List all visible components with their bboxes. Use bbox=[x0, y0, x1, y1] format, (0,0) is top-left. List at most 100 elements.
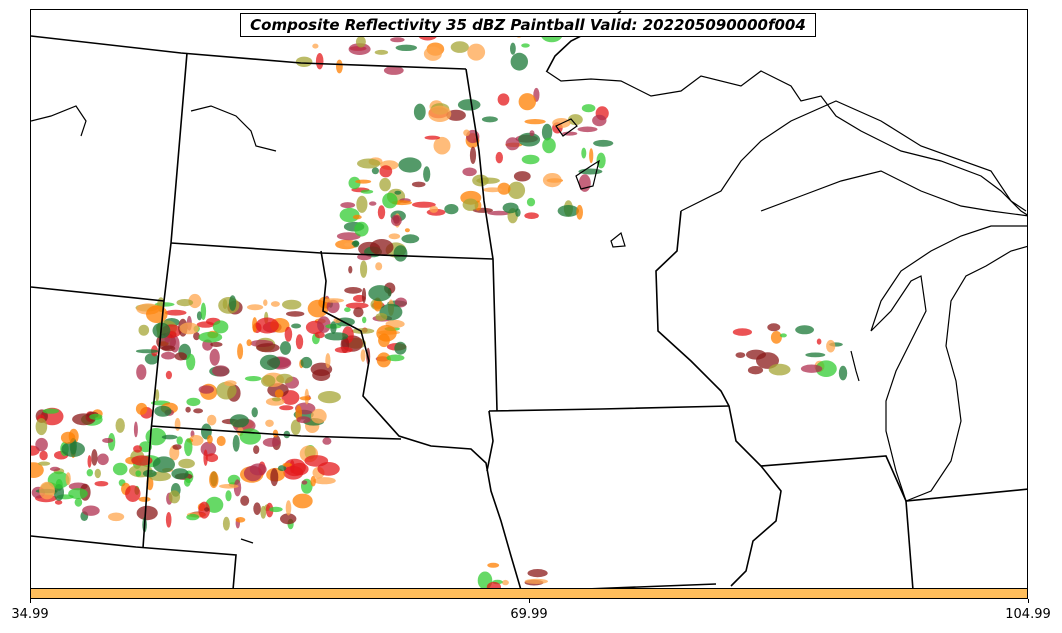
reflectivity-blob bbox=[344, 287, 362, 294]
reflectivity-blob bbox=[235, 517, 246, 523]
reflectivity-blob bbox=[322, 437, 332, 445]
state-boundary bbox=[591, 583, 717, 588]
reflectivity-blob bbox=[102, 438, 114, 443]
reflectivity-blob bbox=[457, 99, 481, 111]
reflectivity-blob bbox=[295, 334, 304, 350]
reflectivity-blob bbox=[428, 105, 452, 123]
reflectivity-blob bbox=[253, 445, 260, 454]
reflectivity-blob bbox=[296, 416, 311, 424]
reflectivity-blob bbox=[212, 365, 230, 377]
reflectivity-blob bbox=[49, 466, 61, 472]
reflectivity-blob bbox=[91, 449, 98, 466]
reflectivity-blob bbox=[521, 43, 530, 48]
reflectivity-blob bbox=[133, 421, 138, 438]
reflectivity-blob bbox=[348, 176, 361, 190]
reflectivity-blob bbox=[800, 364, 823, 373]
map-panel bbox=[30, 9, 1028, 589]
reflectivity-blob bbox=[357, 158, 381, 169]
reflectivity-blob bbox=[524, 119, 546, 125]
reflectivity-blob bbox=[246, 339, 252, 347]
reflectivity-blob bbox=[290, 419, 301, 435]
reflectivity-blob bbox=[251, 407, 258, 418]
reflectivity-blob bbox=[469, 146, 477, 164]
reflectivity-blob bbox=[68, 488, 88, 500]
reflectivity-blob bbox=[179, 322, 199, 335]
state-boundary bbox=[488, 405, 730, 412]
reflectivity-blob bbox=[340, 202, 356, 209]
reflectivity-blob bbox=[486, 581, 501, 588]
reflectivity-blob bbox=[450, 41, 469, 53]
reflectivity-blob bbox=[112, 462, 128, 476]
state-boundary bbox=[31, 35, 467, 70]
reflectivity-blob bbox=[334, 346, 353, 353]
state-boundary bbox=[486, 410, 494, 472]
reflectivity-blob bbox=[542, 173, 562, 188]
reflectivity-blob bbox=[482, 187, 503, 193]
reflectivity-blob bbox=[527, 569, 548, 578]
reflectivity-blob bbox=[270, 468, 279, 487]
state-boundary bbox=[170, 242, 494, 260]
reflectivity-blob bbox=[779, 333, 787, 338]
reflectivity-blob bbox=[133, 445, 143, 453]
reflectivity-blob bbox=[263, 299, 268, 307]
great-lakes-shoreline bbox=[760, 170, 1027, 217]
reflectivity-blob bbox=[375, 262, 383, 271]
reflectivity-blob bbox=[352, 214, 362, 220]
reflectivity-blob bbox=[198, 385, 214, 394]
reflectivity-blob bbox=[362, 316, 367, 324]
reflectivity-blob bbox=[317, 316, 331, 333]
reflectivity-blob bbox=[487, 562, 500, 568]
reflectivity-blob bbox=[732, 328, 753, 336]
reflectivity-blob bbox=[74, 497, 83, 507]
reflectivity-blob bbox=[505, 137, 520, 151]
reflectivity-blob bbox=[276, 373, 293, 384]
state-boundary bbox=[31, 535, 237, 588]
reflectivity-blob bbox=[581, 104, 596, 113]
colorbar-tick-label-max: 104.99 bbox=[1005, 607, 1051, 622]
reflectivity-blob bbox=[86, 469, 94, 477]
reflectivity-blob bbox=[481, 116, 498, 123]
reflectivity-blob bbox=[526, 197, 536, 207]
reflectivity-blob bbox=[310, 408, 327, 424]
reflectivity-blob bbox=[279, 405, 294, 411]
coastlines bbox=[31, 70, 1027, 544]
reflectivity-blob bbox=[291, 323, 302, 329]
reflectivity-blob bbox=[360, 349, 366, 362]
reflectivity-blob bbox=[155, 389, 160, 402]
reflectivity-blob bbox=[394, 190, 402, 195]
reflectivity-blob bbox=[165, 370, 172, 380]
reflectivity-blob bbox=[38, 461, 51, 466]
reflectivity-blob bbox=[277, 465, 287, 472]
reflectivity-blob bbox=[161, 434, 178, 440]
reflectivity-blob bbox=[138, 496, 151, 502]
reflectivity-blob bbox=[176, 436, 183, 445]
reflectivity-blob bbox=[495, 151, 503, 164]
reflectivity-blob bbox=[209, 471, 219, 489]
reflectivity-blob bbox=[388, 233, 401, 240]
reflectivity-blob bbox=[152, 456, 175, 473]
reflectivity-blob bbox=[284, 326, 293, 342]
state-boundaries bbox=[31, 10, 1027, 588]
reflectivity-blob bbox=[361, 287, 367, 304]
reflectivity-blob bbox=[360, 189, 374, 194]
reflectivity-blob bbox=[172, 444, 182, 450]
reflectivity-blob bbox=[200, 302, 207, 320]
reflectivity-blob bbox=[176, 299, 194, 307]
reflectivity-blob bbox=[222, 516, 230, 531]
reflectivity-blob bbox=[344, 307, 351, 313]
reflectivity-blob bbox=[135, 402, 148, 415]
paintball-blobs bbox=[31, 13, 848, 588]
reflectivity-blob bbox=[35, 437, 48, 452]
reflectivity-blob bbox=[87, 455, 92, 468]
reflectivity-blob bbox=[767, 323, 781, 332]
great-lakes-shoreline bbox=[555, 118, 578, 137]
reflectivity-blob bbox=[244, 376, 262, 382]
reflectivity-blob bbox=[351, 241, 360, 246]
reflectivity-blob bbox=[768, 363, 791, 376]
reflectivity-blob bbox=[401, 234, 420, 244]
reflectivity-blob bbox=[371, 167, 379, 175]
state-boundary bbox=[655, 210, 782, 587]
reflectivity-blob bbox=[259, 354, 281, 371]
reflectivity-blob bbox=[795, 325, 814, 335]
reflectivity-blob bbox=[136, 364, 147, 380]
